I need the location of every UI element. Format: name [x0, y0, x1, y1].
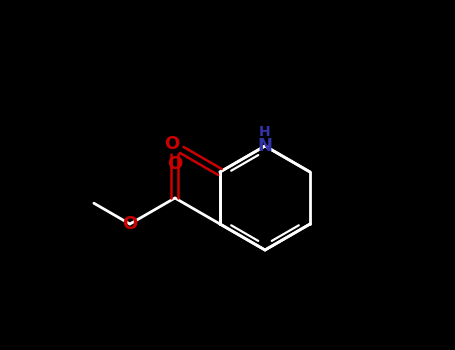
Text: O: O [164, 135, 179, 153]
Text: O: O [167, 155, 182, 173]
Text: N: N [258, 137, 273, 155]
Text: O: O [122, 215, 137, 233]
Text: H: H [259, 125, 271, 139]
